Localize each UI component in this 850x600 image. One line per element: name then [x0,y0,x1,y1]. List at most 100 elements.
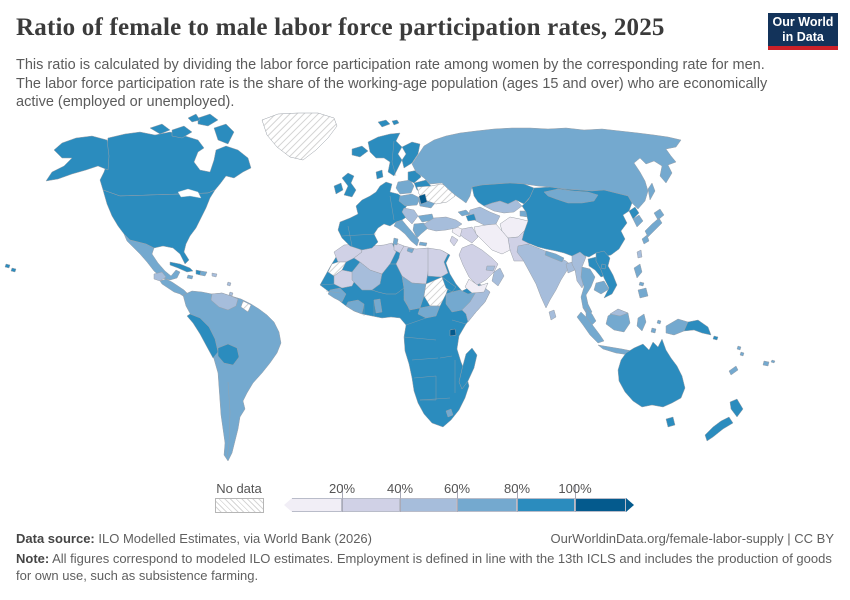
country-new-caledonia[interactable] [728,365,739,376]
world-choropleth-map[interactable] [0,112,850,472]
region-norway-sweden[interactable] [367,132,403,177]
great-lakes [177,188,202,199]
country-bolivia[interactable] [217,343,240,366]
country-canada-arctic-2[interactable] [171,125,193,139]
country-peru[interactable] [186,313,219,359]
legend-bin-40-60[interactable] [400,498,457,512]
country-india[interactable] [516,243,572,309]
country-poland[interactable] [395,179,415,195]
country-dominican-republic[interactable] [199,270,208,277]
country-japan[interactable] [641,208,665,245]
country-puerto-rico[interactable] [211,272,218,278]
country-turkey[interactable] [423,216,463,232]
page-title: Ratio of female to male labor force part… [16,14,665,41]
country-central-african-republic[interactable] [417,305,441,319]
country-eritrea[interactable] [441,276,457,293]
legend-bin-0-20[interactable] [292,498,342,512]
legend-bin-20-40[interactable] [342,498,400,512]
country-saudi-arabia[interactable] [458,243,499,286]
country-canada-arctic-1[interactable] [149,123,171,135]
region-balkans[interactable] [401,207,419,225]
country-burundi[interactable] [449,328,457,337]
region-lesser-antilles[interactable] [226,281,234,297]
country-vietnam[interactable] [595,250,618,299]
country-papua-new-guinea[interactable] [683,319,712,336]
country-nepal[interactable] [544,250,565,263]
country-greenland[interactable] [261,112,338,161]
country-uzbekistan[interactable] [483,199,523,214]
attribution-link[interactable]: OurWorldinData.org/female-labor-supply [550,531,784,546]
country-syria[interactable] [451,225,463,238]
country-jordan[interactable] [449,235,459,247]
country-venezuela[interactable] [210,292,239,311]
country-indonesia-papua[interactable] [665,318,689,336]
country-denmark[interactable] [375,169,384,180]
country-georgia[interactable] [457,209,471,217]
legend-bin-80-100[interactable] [517,498,575,512]
country-italy[interactable] [392,219,420,254]
country-thailand[interactable] [580,266,596,317]
legend-bin-60-80[interactable] [457,498,517,512]
country-lesotho[interactable] [445,408,454,418]
country-guyana[interactable] [240,300,252,313]
country-azerbaijan[interactable] [465,213,477,222]
region-hainan[interactable] [600,263,607,270]
license-label[interactable]: CC BY [794,531,834,546]
country-libya[interactable] [395,245,431,285]
region-sakhalin[interactable] [647,182,656,201]
country-egypt[interactable] [427,247,449,278]
country-indonesia-sulawesi[interactable] [636,313,647,332]
note-label: Note: [16,551,50,566]
country-guinea[interactable] [327,287,347,303]
country-australia[interactable] [617,338,686,408]
legend-bin-over-100[interactable] [575,498,626,512]
country-new-zealand[interactable] [704,398,744,442]
country-canada-arctic-3[interactable] [197,113,219,127]
country-north-korea[interactable] [628,206,640,220]
country-uae[interactable] [485,265,496,272]
country-greece[interactable] [412,222,429,247]
country-taiwan[interactable] [636,249,643,259]
country-united-kingdom[interactable] [341,172,357,198]
country-alaska[interactable] [45,135,110,182]
region-malaysia-borneo[interactable] [609,308,629,317]
country-fiji[interactable] [762,359,776,367]
country-finland[interactable] [401,141,421,169]
region-tasmania[interactable] [665,416,676,428]
country-cuba[interactable] [169,261,194,273]
region-south-america[interactable] [182,290,282,462]
country-canada-arctic-4[interactable] [187,113,201,123]
country-south-korea[interactable] [632,214,644,228]
owid-logo[interactable]: Our World in Data [768,13,838,50]
country-mongolia[interactable] [543,188,599,204]
country-philippines[interactable] [633,263,649,299]
country-hawaii[interactable] [4,263,17,273]
country-madagascar[interactable] [458,347,478,390]
region-central-europe[interactable] [398,193,421,207]
country-ivory-coast[interactable] [345,299,365,315]
country-canada-baffin[interactable] [213,123,235,145]
country-iceland[interactable] [351,145,369,158]
region-svalbard[interactable] [377,119,400,128]
country-yemen[interactable] [464,278,489,294]
country-oman[interactable] [491,267,505,287]
country-kazakhstan[interactable] [471,182,535,207]
no-data-swatch[interactable] [215,498,264,513]
country-jamaica[interactable] [186,274,194,280]
country-united-states[interactable] [102,189,216,265]
country-indonesia-sumatra[interactable] [576,311,605,344]
region-togo-benin[interactable] [373,298,383,314]
country-vanuatu[interactable] [736,345,745,357]
country-moldova[interactable] [418,193,428,205]
legend-color-bar[interactable] [284,498,634,512]
country-mexico[interactable] [123,233,181,281]
country-iran[interactable] [473,223,511,255]
country-cambodia[interactable] [593,280,610,295]
country-guatemala[interactable] [153,271,167,282]
country-solomon-islands[interactable] [712,335,719,341]
country-ireland[interactable] [333,182,344,195]
africa-internal-borders [319,283,467,401]
country-indonesia-moluccas[interactable] [650,319,662,334]
country-sri-lanka[interactable] [548,309,557,321]
country-malaysia[interactable] [585,307,597,326]
